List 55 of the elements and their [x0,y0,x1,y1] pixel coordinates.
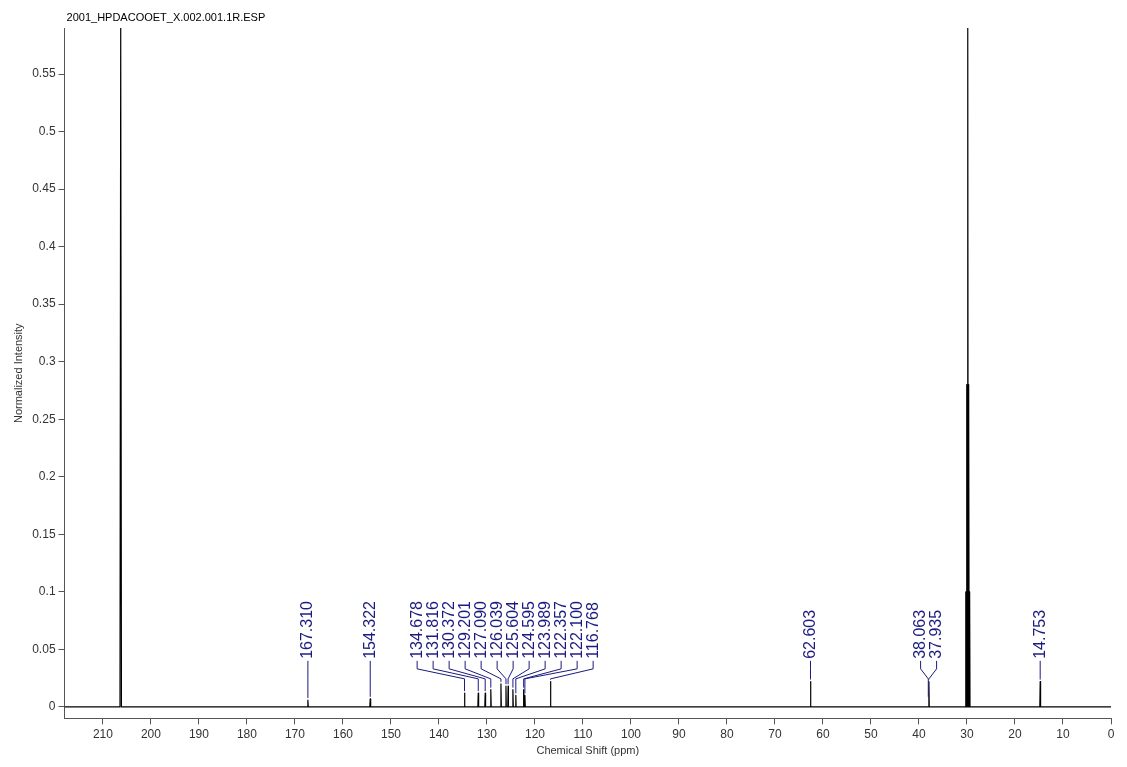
x-tick-label: 130 [476,726,498,741]
x-tick-label: 60 [816,726,830,741]
annotation: 122.357 [551,600,569,659]
text: 2001_HPDACOOET_X.002.001.1R.ESP [66,10,266,23]
y-tick-label: 0 [48,699,56,714]
x-tick-label: 70 [768,726,782,741]
x-tick-label: 210 [92,726,114,741]
y-axis-title: Normalized Intensity [11,322,24,424]
y-tick-label: 0.55 [32,66,56,81]
x-axis-title: Chemical Shift (ppm) [536,744,640,757]
annotation: 62.603 [800,609,818,659]
y-tick-label: 0.4 [38,238,56,253]
x-tick-label: 10 [1056,726,1070,741]
annotation: 127.090 [471,600,489,659]
y-tick-label: 0.35 [32,296,56,311]
y-tick-label: 0.05 [32,641,56,656]
x-tick-label: 200 [140,726,162,741]
x-tick-label: 110 [573,726,593,741]
y-tick-label: 0.25 [32,411,56,426]
x-tick-label: 0 [1107,726,1115,741]
annotation: 124.595 [519,600,537,659]
x-tick-label: 150 [380,726,402,741]
x-tick-label: 20 [1008,726,1022,741]
x-tick-label: 50 [864,726,878,741]
x-tick-label: 120 [524,726,546,741]
annotation: 38.063 [911,609,928,659]
x-tick-label: 100 [620,726,642,741]
x-tick-label: 80 [720,726,734,741]
x-tick-label: 180 [236,726,258,741]
x-tick-label: 160 [332,726,354,741]
annotation: 125.604 [503,600,521,659]
x-tick-label: 30 [960,726,974,741]
y-tick-label: 0.1 [38,584,56,599]
annotation: 123.989 [535,600,553,659]
annotation: 154.322 [360,600,378,659]
annotation: 134.678 [407,600,425,659]
y-tick-label: 0.3 [38,354,56,369]
annotation: 130.372 [439,600,457,659]
annotation: 14.753 [1030,609,1048,659]
x-tick-label: 140 [428,726,450,741]
annotation: 37.935 [927,609,944,659]
y-tick-label: 0.2 [38,469,56,484]
x-tick-label: 90 [672,726,686,741]
annotation: 129.201 [455,600,473,659]
annotation: 167.310 [298,600,316,659]
x-tick-label: 190 [188,726,210,741]
annotation: 126.039 [487,600,505,659]
x-tick-label: 40 [912,726,926,741]
annotation: 131.816 [423,600,441,659]
y-tick-label: 0.5 [38,123,56,138]
x-tick-label: 170 [284,726,306,741]
annotation: 116.768 [583,602,601,659]
annotation: 122.100 [567,600,585,659]
y-tick-label: 0.15 [32,526,56,541]
y-tick-label: 0.45 [32,181,56,196]
